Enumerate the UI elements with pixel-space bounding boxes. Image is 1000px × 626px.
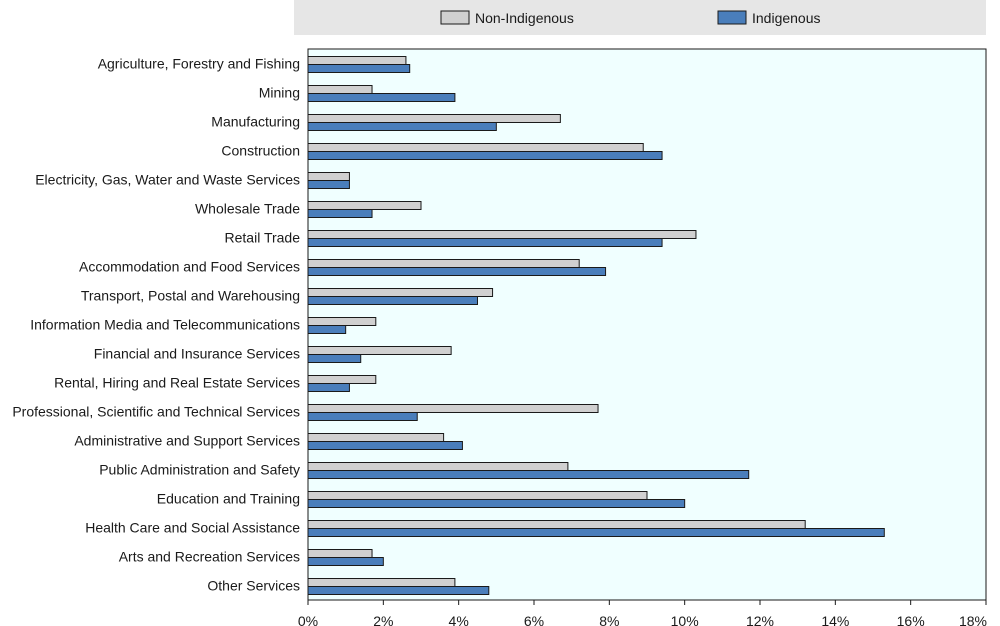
category-label: Health Care and Social Assistance — [85, 520, 300, 536]
bar-indigenous — [307, 296, 478, 305]
bar-indigenous — [307, 470, 750, 479]
category-label: Mining — [259, 85, 300, 101]
bar-non-indigenous — [307, 172, 350, 181]
category-label: Professional, Scientific and Technical S… — [12, 404, 300, 420]
legend: Non-Indigenous Indigenous — [440, 10, 821, 26]
bar-non-indigenous — [307, 404, 599, 413]
category-label: Education and Training — [157, 491, 300, 507]
category-label: Rental, Hiring and Real Estate Services — [54, 375, 300, 391]
bar-indigenous — [307, 93, 456, 102]
bar-non-indigenous — [307, 85, 373, 94]
x-tick-label: 14% — [821, 613, 849, 626]
category-label: Administrative and Support Services — [74, 433, 300, 449]
x-tick-label: 16% — [897, 613, 925, 626]
x-tick-label: 6% — [524, 613, 544, 626]
bar-non-indigenous — [307, 288, 494, 297]
x-tick-label: 2% — [373, 613, 393, 626]
plot-area — [307, 48, 987, 601]
x-tick-label: 18% — [959, 613, 987, 626]
bar-indigenous — [307, 528, 885, 537]
bar-indigenous — [307, 151, 663, 160]
bar-non-indigenous — [307, 520, 806, 529]
bar-indigenous — [307, 412, 418, 421]
bar-non-indigenous — [307, 578, 456, 587]
bar-indigenous — [307, 209, 373, 218]
category-label: Public Administration and Safety — [99, 462, 300, 478]
category-label: Construction — [221, 143, 300, 159]
bar-indigenous — [307, 122, 497, 131]
category-label: Agriculture, Forestry and Fishing — [98, 56, 300, 72]
x-tick-label: 0% — [298, 613, 318, 626]
bar-indigenous — [307, 267, 607, 276]
category-label: Information Media and Telecommunications — [30, 317, 300, 333]
category-label: Retail Trade — [225, 230, 301, 246]
category-label: Manufacturing — [211, 114, 300, 130]
bar-non-indigenous — [307, 462, 569, 471]
bar-non-indigenous — [307, 549, 373, 558]
bar-non-indigenous — [307, 56, 407, 65]
bar-non-indigenous — [307, 143, 644, 152]
bar-indigenous — [307, 499, 686, 508]
bar-indigenous — [307, 180, 350, 189]
legend-background — [294, 0, 986, 35]
bar-non-indigenous — [307, 433, 445, 442]
bar-non-indigenous — [307, 114, 561, 123]
bar-indigenous — [307, 441, 463, 450]
bar-non-indigenous — [307, 230, 697, 239]
bars — [307, 56, 885, 595]
bar-non-indigenous — [307, 201, 422, 210]
bar-non-indigenous — [307, 375, 377, 384]
bar-non-indigenous — [307, 346, 452, 355]
category-label: Wholesale Trade — [195, 201, 300, 217]
category-label: Financial and Insurance Services — [94, 346, 300, 362]
legend-swatch-indigenous — [717, 10, 747, 25]
category-label: Accommodation and Food Services — [79, 259, 300, 275]
legend-label: Non-Indigenous — [475, 10, 574, 26]
bar-indigenous — [307, 64, 411, 73]
x-tick-label: 10% — [671, 613, 699, 626]
bar-indigenous — [307, 238, 663, 247]
legend-swatch-non-indigenous — [440, 10, 470, 25]
bar-indigenous — [307, 557, 384, 566]
bar-non-indigenous — [307, 317, 377, 326]
x-axis-ticks: 0% 2% 4% 6% 8% 10% 12% 14% 16% 18% — [298, 600, 987, 626]
bar-indigenous — [307, 354, 362, 363]
category-labels: Agriculture, Forestry and Fishing Mining M… — [12, 56, 300, 594]
legend-label: Indigenous — [752, 10, 821, 26]
x-tick-label: 12% — [746, 613, 774, 626]
bar-non-indigenous — [307, 259, 580, 268]
x-tick-label: 8% — [599, 613, 619, 626]
category-label: Transport, Postal and Warehousing — [81, 288, 300, 304]
category-label: Other Services — [207, 578, 300, 594]
category-label: Electricity, Gas, Water and Waste Servic… — [35, 172, 300, 188]
bar-indigenous — [307, 325, 347, 334]
category-label: Arts and Recreation Services — [119, 549, 300, 565]
bar-indigenous — [307, 586, 490, 595]
bar-non-indigenous — [307, 491, 648, 500]
x-tick-label: 4% — [449, 613, 469, 626]
bar-indigenous — [307, 383, 350, 392]
